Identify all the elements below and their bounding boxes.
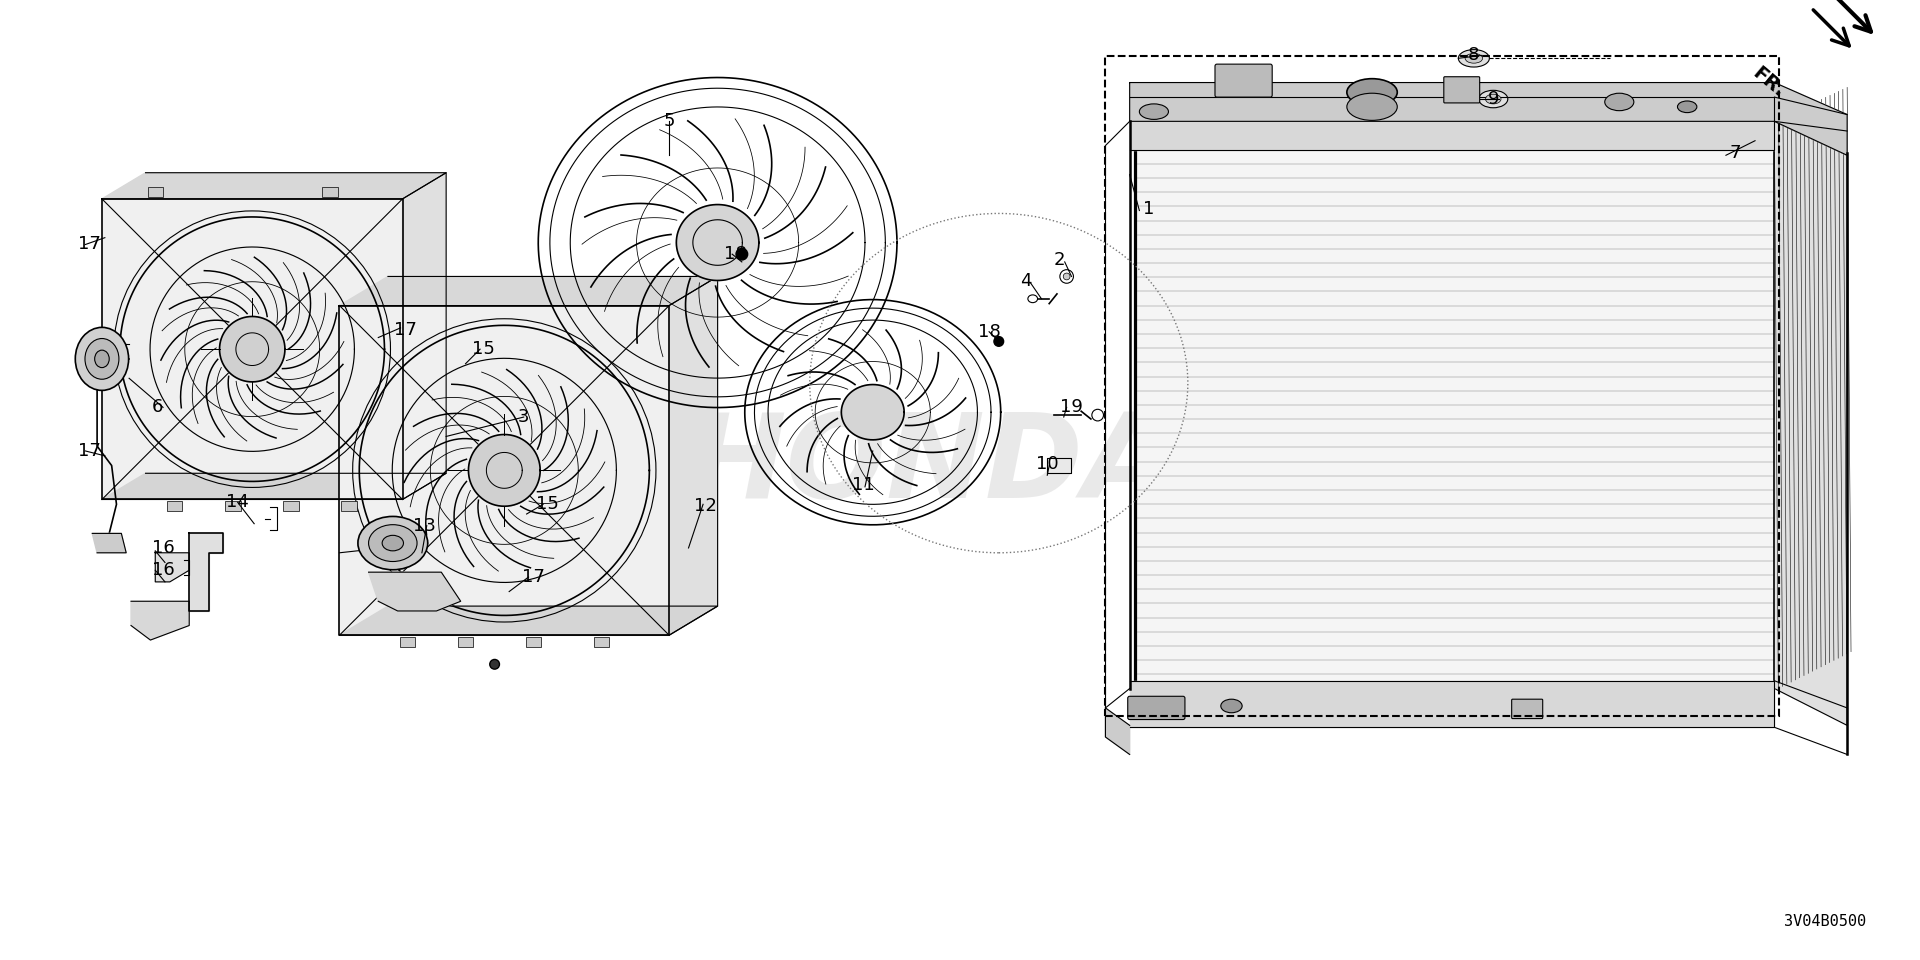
Text: 13: 13 (413, 516, 436, 535)
Circle shape (1092, 409, 1104, 420)
Polygon shape (1129, 83, 1847, 156)
Polygon shape (468, 435, 540, 506)
Text: 15: 15 (536, 495, 559, 514)
Polygon shape (340, 276, 718, 305)
Ellipse shape (75, 327, 129, 391)
Polygon shape (403, 173, 445, 499)
Ellipse shape (1486, 94, 1501, 104)
Polygon shape (670, 276, 718, 636)
Ellipse shape (1678, 101, 1697, 112)
Polygon shape (219, 317, 284, 382)
Text: 14: 14 (227, 493, 250, 512)
Bar (399, 637, 415, 647)
Polygon shape (102, 199, 403, 499)
Text: 17: 17 (522, 568, 545, 586)
FancyBboxPatch shape (1444, 77, 1480, 103)
Text: 11: 11 (852, 476, 874, 493)
Ellipse shape (1605, 93, 1634, 110)
Ellipse shape (84, 339, 119, 379)
Text: 15: 15 (472, 340, 495, 358)
Bar (284, 501, 300, 511)
Text: 17: 17 (394, 321, 417, 339)
Polygon shape (131, 601, 190, 640)
Text: HONDA: HONDA (687, 408, 1175, 523)
Text: 18: 18 (977, 323, 1000, 341)
Text: FR.: FR. (1749, 63, 1789, 102)
Polygon shape (841, 385, 904, 440)
Circle shape (995, 337, 1004, 347)
Polygon shape (340, 305, 670, 636)
Text: 16: 16 (152, 562, 175, 579)
Polygon shape (1129, 681, 1774, 728)
Ellipse shape (382, 536, 403, 551)
Polygon shape (676, 204, 758, 280)
Bar (225, 501, 240, 511)
Polygon shape (102, 473, 445, 499)
Polygon shape (369, 572, 461, 611)
Ellipse shape (1465, 54, 1482, 63)
Bar (342, 501, 357, 511)
Ellipse shape (94, 350, 109, 368)
Text: 6: 6 (152, 398, 163, 417)
Circle shape (490, 660, 499, 669)
Ellipse shape (1027, 295, 1037, 302)
Bar (526, 637, 541, 647)
Polygon shape (1106, 708, 1129, 755)
Ellipse shape (1139, 104, 1169, 119)
Polygon shape (190, 534, 223, 611)
Ellipse shape (1221, 699, 1242, 712)
Polygon shape (1129, 97, 1774, 151)
Text: 16: 16 (152, 539, 175, 557)
Text: 19: 19 (1060, 398, 1083, 417)
Polygon shape (1774, 121, 1847, 726)
Bar (457, 637, 474, 647)
Bar (593, 637, 609, 647)
Bar (148, 187, 163, 197)
Bar (1106, 57, 1780, 715)
Text: 9: 9 (1488, 90, 1500, 108)
Polygon shape (1135, 121, 1774, 688)
Ellipse shape (1459, 50, 1490, 67)
Text: 17: 17 (79, 442, 100, 460)
Text: 7: 7 (1730, 144, 1741, 162)
Bar (323, 187, 338, 197)
Text: 8: 8 (1469, 46, 1480, 64)
Text: 2: 2 (1054, 251, 1066, 269)
FancyBboxPatch shape (1127, 696, 1185, 720)
Text: 1: 1 (1144, 200, 1154, 218)
Text: 18: 18 (724, 245, 747, 263)
Ellipse shape (1064, 273, 1069, 280)
Text: 4: 4 (1020, 273, 1031, 290)
Text: 3V04B0500: 3V04B0500 (1784, 914, 1866, 929)
Ellipse shape (1060, 270, 1073, 283)
Text: 3: 3 (518, 408, 530, 426)
Polygon shape (92, 534, 127, 553)
Text: 17: 17 (79, 235, 100, 253)
Ellipse shape (369, 525, 417, 562)
Text: 10: 10 (1037, 455, 1058, 472)
Circle shape (735, 249, 747, 260)
Polygon shape (340, 606, 718, 636)
Ellipse shape (357, 516, 428, 569)
Polygon shape (102, 173, 445, 199)
Ellipse shape (1346, 79, 1398, 106)
Ellipse shape (1346, 93, 1398, 120)
Polygon shape (156, 553, 190, 582)
FancyBboxPatch shape (1511, 699, 1542, 719)
FancyBboxPatch shape (1215, 64, 1273, 97)
Ellipse shape (1478, 90, 1507, 108)
Bar (167, 501, 182, 511)
Text: 12: 12 (693, 497, 716, 516)
Text: 5: 5 (664, 112, 676, 131)
